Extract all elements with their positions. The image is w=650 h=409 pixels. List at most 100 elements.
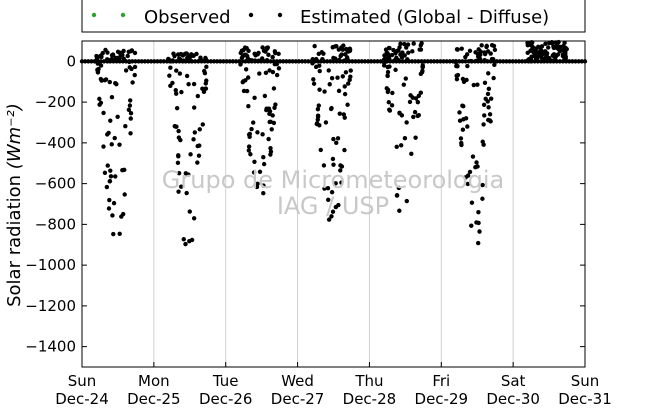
data-point — [293, 59, 298, 64]
data-point — [340, 74, 345, 79]
data-point — [325, 59, 330, 64]
data-point — [248, 152, 253, 157]
data-point — [296, 59, 302, 64]
data-point — [166, 58, 172, 64]
data-point — [323, 120, 329, 125]
data-point — [387, 64, 392, 69]
data-point — [334, 140, 339, 145]
data-point — [145, 59, 151, 64]
data-point — [475, 240, 481, 246]
data-point — [329, 105, 334, 111]
data-point — [330, 209, 336, 214]
data-point — [510, 59, 515, 64]
data-point — [97, 102, 102, 107]
data-point — [319, 50, 325, 55]
x-tick-label-date: Dec-25 — [127, 390, 181, 408]
data-point — [431, 59, 437, 64]
data-point — [338, 163, 343, 168]
data-point — [257, 169, 263, 175]
data-point — [270, 69, 276, 75]
data-point — [276, 51, 281, 57]
data-point — [105, 163, 110, 168]
data-point — [375, 59, 380, 64]
data-point — [257, 71, 262, 76]
data-point — [167, 73, 172, 78]
data-point — [482, 80, 488, 85]
data-point — [362, 59, 368, 64]
data-point — [115, 49, 121, 55]
y-tick-label: −600 — [35, 175, 76, 193]
data-point — [453, 59, 458, 64]
data-point — [444, 59, 449, 64]
data-point — [418, 71, 424, 77]
data-point — [333, 204, 339, 210]
data-point — [272, 61, 277, 67]
data-point — [402, 136, 408, 141]
data-point — [482, 58, 487, 63]
data-point — [485, 99, 490, 104]
data-point — [186, 81, 191, 87]
data-point — [385, 55, 390, 61]
data-point — [487, 118, 493, 123]
legend-marker-estimated — [248, 12, 254, 18]
data-point — [96, 66, 101, 72]
data-point — [315, 117, 320, 122]
data-point — [539, 58, 544, 64]
data-point — [345, 102, 350, 107]
data-point — [402, 41, 407, 47]
data-point — [121, 56, 126, 61]
y-tick-label: −200 — [35, 93, 76, 111]
data-point — [256, 58, 261, 63]
data-point — [487, 112, 493, 117]
data-point — [405, 57, 410, 62]
data-point — [176, 189, 181, 194]
data-point — [240, 79, 245, 85]
data-point — [329, 189, 335, 195]
data-point — [385, 69, 391, 75]
data-point — [463, 175, 468, 180]
data-point — [252, 58, 258, 63]
data-point — [174, 59, 179, 64]
data-point — [267, 111, 272, 117]
data-point — [244, 88, 250, 94]
data-point — [103, 77, 109, 82]
data-point — [389, 52, 395, 58]
data-point — [486, 105, 491, 110]
data-point — [132, 50, 138, 56]
data-point — [476, 220, 481, 226]
data-point — [407, 99, 413, 105]
data-point — [174, 68, 179, 73]
data-point — [475, 54, 481, 59]
x-tick-label-date: Dec-31 — [558, 390, 612, 408]
data-point — [113, 174, 118, 179]
data-point — [133, 59, 138, 64]
data-point — [320, 56, 325, 62]
data-point — [170, 58, 176, 63]
data-point — [469, 200, 475, 205]
data-point — [122, 192, 127, 197]
data-point — [194, 51, 199, 57]
data-point — [106, 130, 111, 136]
data-point — [221, 59, 226, 64]
data-point — [268, 59, 273, 64]
data-point — [315, 106, 321, 112]
y-tick-label: −1200 — [25, 297, 76, 315]
data-point — [191, 216, 197, 221]
legend-label-estimated: Estimated (Global - Diffuse) — [300, 7, 549, 28]
data-point — [106, 206, 112, 211]
data-point — [513, 59, 519, 64]
data-point — [396, 185, 402, 191]
data-point — [117, 231, 122, 236]
data-point — [244, 53, 250, 59]
data-point — [271, 120, 277, 126]
data-point — [441, 59, 446, 64]
data-point — [333, 181, 338, 186]
data-point — [465, 124, 470, 129]
data-point — [322, 89, 327, 94]
plot-frame — [81, 40, 586, 368]
data-point — [404, 45, 409, 50]
data-point — [478, 49, 483, 54]
data-point — [129, 48, 135, 53]
data-point — [329, 75, 335, 81]
data-point — [397, 45, 402, 50]
